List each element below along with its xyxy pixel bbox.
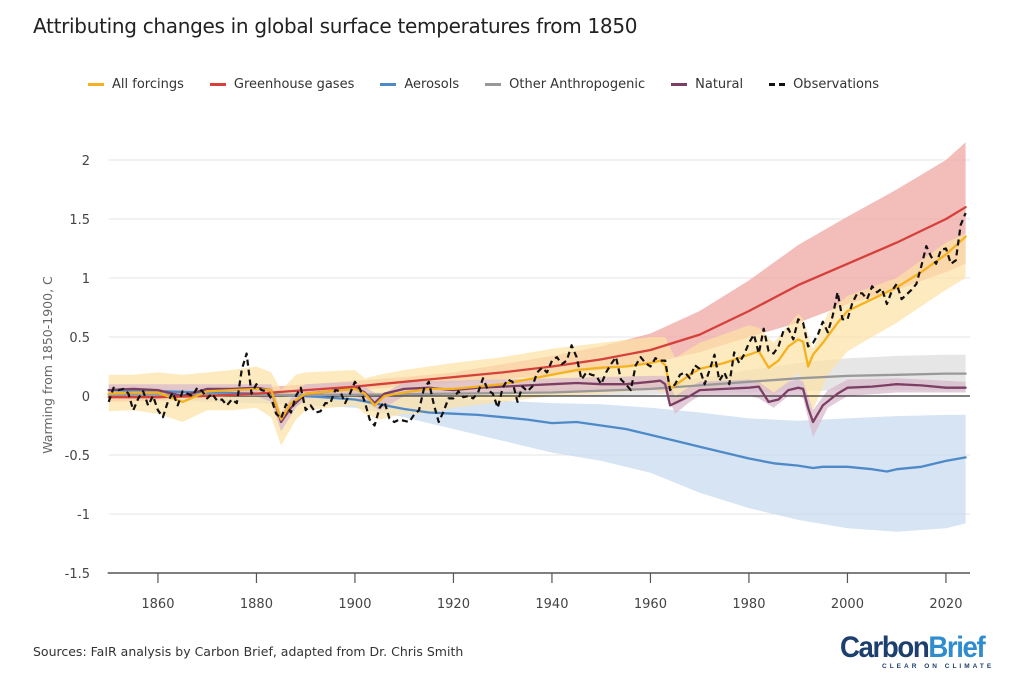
x-tick-label: 1980 <box>732 597 765 612</box>
legend-item-aerosols: Aerosols <box>380 77 459 92</box>
y-tick-label: -1 <box>77 508 90 523</box>
y-axis-title: Warming from 1850-1900, C <box>40 276 55 454</box>
band-aerosols-range <box>108 386 966 532</box>
legend-item-observations: Observations <box>769 77 879 92</box>
logo-carbon: Carbon <box>840 631 930 664</box>
series-line-greenhouse-gases <box>107 206 967 399</box>
series-line-other-anthropogenic <box>107 372 967 396</box>
legend-item-natural: Natural <box>671 77 743 92</box>
chart-title: Attributing changes in global surface te… <box>33 14 638 38</box>
legend-swatch-natural <box>671 83 688 86</box>
y-tick-label: -1.5 <box>65 567 90 582</box>
y-tick-label: 0.5 <box>69 331 90 346</box>
legend-label: Natural <box>695 77 744 92</box>
x-tick-label: 2000 <box>831 597 864 612</box>
x-tick-label: 1960 <box>634 597 667 612</box>
band-greenhouse-gases-range <box>108 142 966 402</box>
y-tick-label: 1.5 <box>69 213 90 228</box>
x-tick-label: 1880 <box>240 597 273 612</box>
x-tick-label: 1940 <box>535 597 568 612</box>
x-tick-label: 1920 <box>437 597 470 612</box>
x-tick-label: 1900 <box>338 597 371 612</box>
carbon-brief-logo: CarbonBrief CLEAR ON CLIMATE <box>840 631 997 671</box>
y-tick-label: 1 <box>82 272 90 287</box>
legend-swatch-greenhouse-gases <box>209 83 226 86</box>
x-tick-label: 2020 <box>929 597 962 612</box>
legend-label: Greenhouse gases <box>233 77 355 92</box>
legend-swatch-aerosols <box>380 83 397 86</box>
legend-item-other-anthropogenic: Other Anthropogenic <box>485 77 645 92</box>
series-line-natural <box>107 379 967 424</box>
y-tick-label: -0.5 <box>65 449 90 464</box>
series-line-observations <box>107 212 967 427</box>
legend-label: All forcings <box>112 77 184 92</box>
x-tick-label: 1860 <box>141 597 174 612</box>
legend-label: Aerosols <box>404 77 460 92</box>
y-tick-label: 2 <box>82 154 90 169</box>
legend-label: Observations <box>793 77 880 92</box>
y-tick-label: 0 <box>82 390 90 405</box>
legend-swatch-observations <box>769 83 786 86</box>
legend-swatch-other-anthropogenic <box>485 83 502 86</box>
chart-legend: All forcings Greenhouse gases Aerosols O… <box>88 77 905 92</box>
series-lines <box>107 206 967 473</box>
axes: -1.5 -1 -0.5 0 0.5 1 1.5 2 1860 1880 1900 1920 1940 1… <box>65 154 970 612</box>
legend-label: Other Anthropogenic <box>509 77 646 92</box>
legend-swatch-all-forcings <box>88 83 104 86</box>
logo-tagline: CLEAR ON CLIMATE <box>882 663 995 670</box>
series-line-all-forcings <box>107 235 967 421</box>
legend-item-all-forcings: All forcings <box>88 77 184 92</box>
legend-item-greenhouse-gases: Greenhouse gases <box>209 77 355 92</box>
series-line-aerosols <box>107 388 967 473</box>
source-note: Sources: FaIR analysis by Carbon Brief, … <box>33 644 464 659</box>
logo-brief: Brief <box>928 631 985 664</box>
